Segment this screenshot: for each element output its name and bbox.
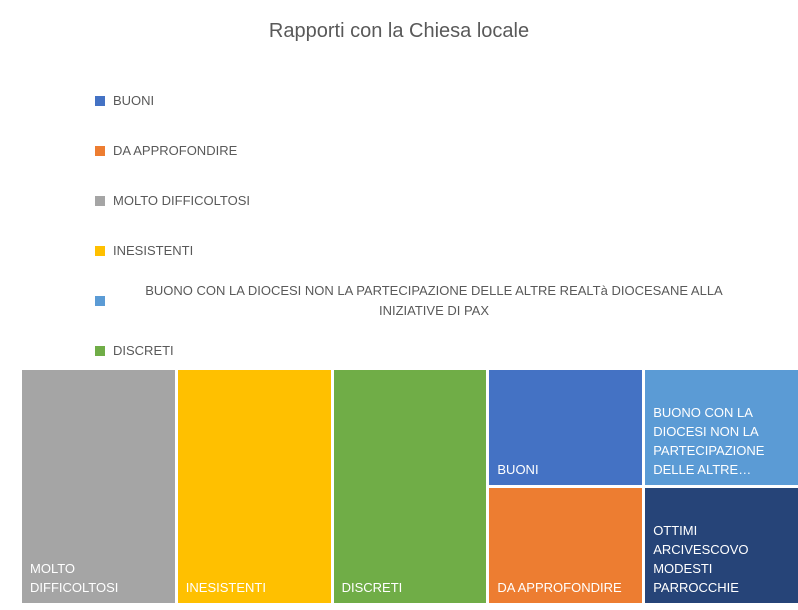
legend-item: INESISTENTI xyxy=(95,226,755,276)
treemap-tile: BUONO CON LA DIOCESI NON LA PARTECIPAZIO… xyxy=(645,370,798,485)
legend-label: INESISTENTI xyxy=(113,243,194,258)
legend-swatch xyxy=(95,96,105,106)
treemap-tile: DISCRETI xyxy=(333,370,487,603)
treemap-tile: BUONI xyxy=(489,370,643,485)
legend-label: DISCRETI xyxy=(113,343,174,356)
treemap-tile: OTTIMI ARCIVESCOVO MODESTI PARROCCHIE xyxy=(645,488,798,603)
legend-label: BUONI xyxy=(113,93,155,108)
legend: BUONI DA APPROFONDIRE MOLTO DIFFICOLTOSI IN… xyxy=(95,76,755,356)
tile-label: DA APPROFONDIRE xyxy=(497,580,622,595)
legend-swatch xyxy=(95,196,105,206)
legend-item: BUONI xyxy=(95,76,755,126)
tile-label: DISCRETI xyxy=(341,580,403,595)
legend-swatch xyxy=(95,296,105,306)
treemap-tile: INESISTENTI xyxy=(177,370,331,603)
legend-swatch xyxy=(95,146,105,156)
treemap-tile: MOLTO DIFFICOLTOSI xyxy=(22,370,175,603)
legend-label: MOLTO DIFFICOLTOSI xyxy=(113,193,250,208)
legend-item: BUONO CON LA DIOCESI NON LA PARTECIPAZIO… xyxy=(95,276,755,326)
tile-label: OTTIMI ARCIVESCOVO MODESTI PARROCCHIE xyxy=(653,523,749,595)
legend-label: DA APPROFONDIRE xyxy=(113,143,238,158)
legend-swatch xyxy=(95,246,105,256)
tile-label: MOLTO DIFFICOLTOSI xyxy=(30,561,119,595)
legend-item: DISCRETI xyxy=(95,326,755,356)
tile-label: BUONI xyxy=(497,462,539,477)
legend-item: DA APPROFONDIRE xyxy=(95,126,755,176)
legend-item: MOLTO DIFFICOLTOSI xyxy=(95,176,755,226)
tile-label: INESISTENTI xyxy=(185,580,266,595)
chart-title: Rapporti con la Chiesa locale xyxy=(268,20,530,42)
treemap-tile: DA APPROFONDIRE xyxy=(489,488,643,603)
tile-label: BUONO CON LA DIOCESI NON LA PARTECIPAZIO… xyxy=(653,405,765,477)
legend-swatch xyxy=(95,346,105,356)
legend-label: BUONO CON LA DIOCESI NON LA PARTECIPAZIO… xyxy=(145,283,723,318)
